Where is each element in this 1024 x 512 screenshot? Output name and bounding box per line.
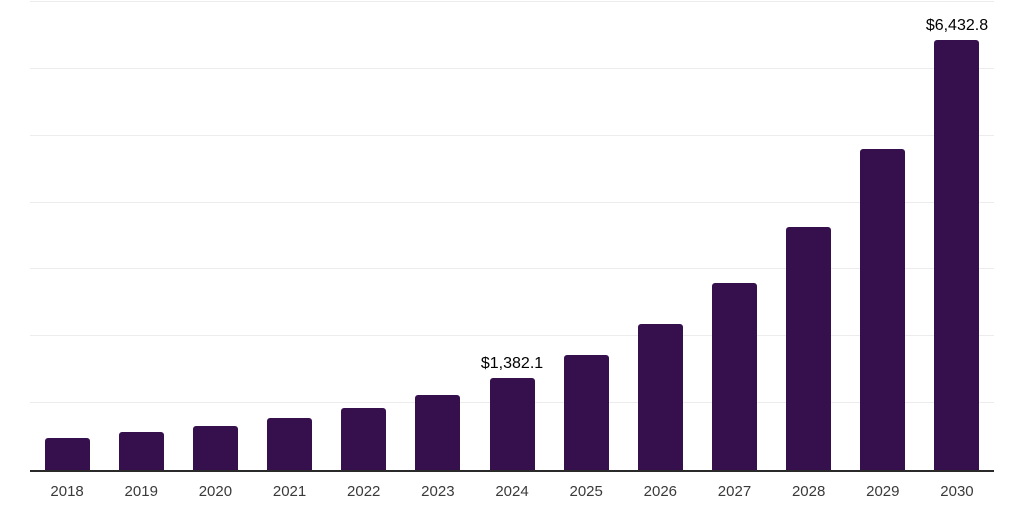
x-tick-label-2027: 2027 [717,483,752,500]
x-tick-label-2024: 2024 [495,483,529,500]
x-tick-label-2029: 2029 [866,483,900,500]
bar-2026 [637,324,683,470]
bar-slot-2029 [846,2,920,470]
bar-2027 [711,283,757,470]
gridline-5000 [30,134,994,136]
x-tick-label-2025: 2025 [569,483,603,500]
x-tick-label-2021: 2021 [272,483,307,500]
bar-value-label-2024: $1,382.1 [480,355,544,373]
gridline-4000 [30,201,994,203]
bar-slot-2024: $1,382.1 [475,2,549,470]
plot-area: $1,382.1 $6,432.8 [30,1,994,472]
bars-row: $1,382.1 $6,432.8 [30,2,994,470]
gridline-7000 [30,1,994,2]
bar-slot-2025 [549,2,623,470]
bar-slot-2022 [327,2,401,470]
x-tick-label-2019: 2019 [124,483,158,500]
bar-2029 [860,148,906,470]
x-axis-labels: 2018 2019 2020 2021 2022 2023 2024 2025 2026 2027… [30,482,994,502]
bar-slot-2020 [178,2,252,470]
x-tick-label-2018: 2018 [50,483,84,500]
bar-slot-2026 [623,2,697,470]
x-tick-label-2023: 2023 [421,483,455,500]
bar-2028 [786,227,832,470]
bar-slot-2030: $6,432.8 [920,2,994,470]
bar-2025 [563,355,609,470]
bar-value-label-2030: $6,432.8 [925,17,989,35]
bar-2020 [192,425,238,470]
bar-slot-2028 [772,2,846,470]
x-tick-label-2020: 2020 [198,483,233,500]
bar-slot-2027 [697,2,771,470]
bar-slot-2021 [252,2,326,470]
bar-slot-2023 [401,2,475,470]
gridline-3000 [30,268,994,270]
bar-2018 [44,437,90,470]
bar-2023 [415,395,461,470]
bar-2021 [267,418,313,470]
x-tick-label-2030: 2030 [940,483,974,500]
gridline-6000 [30,67,994,69]
bar-2030: $6,432.8 [926,17,988,470]
bar-slot-2019 [104,2,178,470]
x-tick-label-2026: 2026 [643,483,678,500]
gridline-2000 [30,335,994,337]
bar-2022 [341,407,387,470]
bar-slot-2018 [30,2,104,470]
bar-2024: $1,382.1 [481,355,543,470]
bar-2019 [118,431,164,470]
x-tick-label-2022: 2022 [347,483,381,500]
x-tick-label-2028: 2028 [791,483,826,500]
